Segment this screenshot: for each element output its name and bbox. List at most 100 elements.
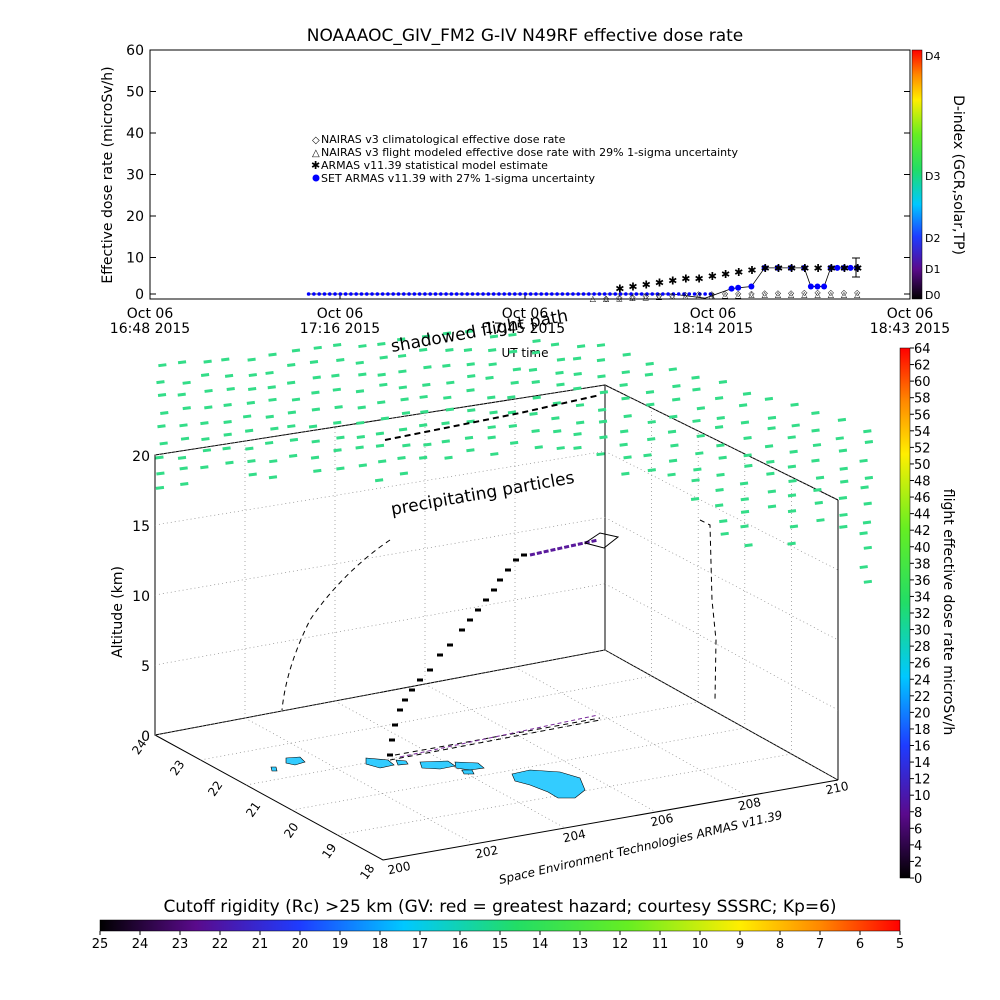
precip-dash <box>179 423 188 428</box>
point-nairas-clim: ◇ <box>762 288 769 297</box>
point-set-armas <box>364 292 369 296</box>
point-set-armas <box>460 292 464 296</box>
lon-tick-label: 210 <box>825 779 850 797</box>
3d-gridlines <box>154 384 839 845</box>
precip-dash <box>308 424 318 429</box>
dose-colorbar-label: flight effective dose rate microSv/h <box>940 489 956 735</box>
point-nairas-clim: ◇ <box>854 288 861 297</box>
point-nairas-clim: ◇ <box>603 294 610 303</box>
point-nairas-flight: △ <box>801 290 808 299</box>
precip-dash <box>863 429 872 434</box>
precip-dash <box>355 360 364 365</box>
island <box>419 760 456 770</box>
top-y-axis-label: Effective dose rate (microSv/h) <box>100 66 116 283</box>
rigidity-tick-label: 16 <box>452 937 469 952</box>
point-set-armas <box>349 292 353 296</box>
precip-dash <box>738 403 748 408</box>
point-set-armas <box>565 292 570 296</box>
precip-dash <box>744 543 753 548</box>
dose-tick-label: 64 <box>914 342 931 357</box>
lat-tick-label: 19 <box>319 841 339 862</box>
precip-dash <box>464 435 474 440</box>
top-y-tick-label: 0 <box>135 287 144 303</box>
precip-dash <box>467 408 476 413</box>
rigidity-colorbar <box>99 919 901 932</box>
point-armas-model: ✱ <box>747 264 756 277</box>
top-x-tick-date: Oct 06 <box>502 306 549 322</box>
precip-dash <box>419 423 428 428</box>
precip-dash <box>421 334 431 339</box>
precip-dash <box>204 405 213 410</box>
point-set-armas <box>840 264 847 271</box>
point-set-armas <box>327 292 332 296</box>
point-set-armas <box>587 292 591 296</box>
rigidity-tick-label: 11 <box>652 937 669 952</box>
point-set-armas <box>401 292 406 296</box>
precip-dash <box>356 420 365 425</box>
precip-dash <box>312 375 321 380</box>
precip-dash <box>718 380 728 385</box>
precip-dash <box>839 524 848 529</box>
precip-dash <box>490 452 499 457</box>
precip-dash <box>355 445 364 450</box>
precip-dash <box>485 375 494 380</box>
precip-dash <box>311 390 320 395</box>
point-set-armas <box>597 292 602 296</box>
point-set-armas <box>576 292 581 296</box>
rigidity-tick-label: 10 <box>692 937 709 952</box>
point-set-armas <box>774 264 781 271</box>
point-nairas-clim: ◇ <box>682 290 689 299</box>
precip-dash <box>555 370 564 375</box>
dose-tick-label: 2 <box>914 855 922 870</box>
precip-dash <box>859 565 868 570</box>
precip-dash <box>442 331 452 336</box>
point-armas-model: ✱ <box>840 262 849 275</box>
precip-dash <box>789 449 798 454</box>
rigidity-tick-label: 23 <box>172 937 189 952</box>
precip-dash <box>442 363 451 368</box>
precip-dash <box>177 392 186 397</box>
precip-dash <box>446 380 455 385</box>
dose-tick-label: 10 <box>914 789 931 804</box>
rigidity-title: Cutoff rigidity (Rc) >25 km (GV: red = g… <box>163 897 836 917</box>
precip-dash <box>375 443 385 448</box>
precip-dash <box>573 371 582 376</box>
precip-dash <box>740 420 750 425</box>
dose-tick-label: 6 <box>914 822 922 837</box>
island <box>395 759 409 766</box>
point-nairas-flight: △ <box>590 294 597 303</box>
precip-dash <box>445 407 455 412</box>
precip-dash <box>787 493 797 498</box>
precip-dash <box>377 400 386 405</box>
rigidity-tick-label: 21 <box>252 937 269 952</box>
point-nairas-flight: △ <box>841 290 848 299</box>
top-data-marks: ✱ ✱ ✱ ✱ ✱ ✱ ✱ ✱ ✱ ✱ ✱ ✱ ✱ ✱ ✱ ✱ ✱ ✱ ✱△ △ △ △ △ △ △ △ △ △ △ △ △ △ △ △ △ △ △ △ △… <box>306 262 862 303</box>
precip-dash <box>358 372 367 377</box>
precip-dash <box>357 405 366 410</box>
point-set-armas <box>359 292 364 296</box>
precip-dash <box>288 453 298 458</box>
precip-dash <box>787 435 796 440</box>
precip-dash <box>621 471 630 476</box>
point-set-armas <box>801 264 808 271</box>
precip-dash <box>155 455 164 460</box>
precip-dash <box>377 342 386 346</box>
precip-dash <box>377 372 386 377</box>
dose-tick-label: 14 <box>914 756 931 771</box>
precip-dash <box>331 373 340 378</box>
precip-dash <box>464 329 474 334</box>
legend-marker-nairas-flight: △ <box>312 148 320 159</box>
precip-dash <box>742 391 752 396</box>
point-set-armas <box>528 292 533 296</box>
point-set-armas <box>507 292 512 296</box>
precip-dash <box>691 478 700 483</box>
precip-dash <box>532 338 541 343</box>
precip-dash <box>466 448 475 453</box>
gridline <box>154 517 606 596</box>
precip-dash <box>838 448 848 453</box>
point-set-armas <box>834 264 841 271</box>
gridline <box>244 717 475 845</box>
top-x-tick-date: Oct 06 <box>690 306 737 322</box>
precip-dash <box>182 406 191 411</box>
